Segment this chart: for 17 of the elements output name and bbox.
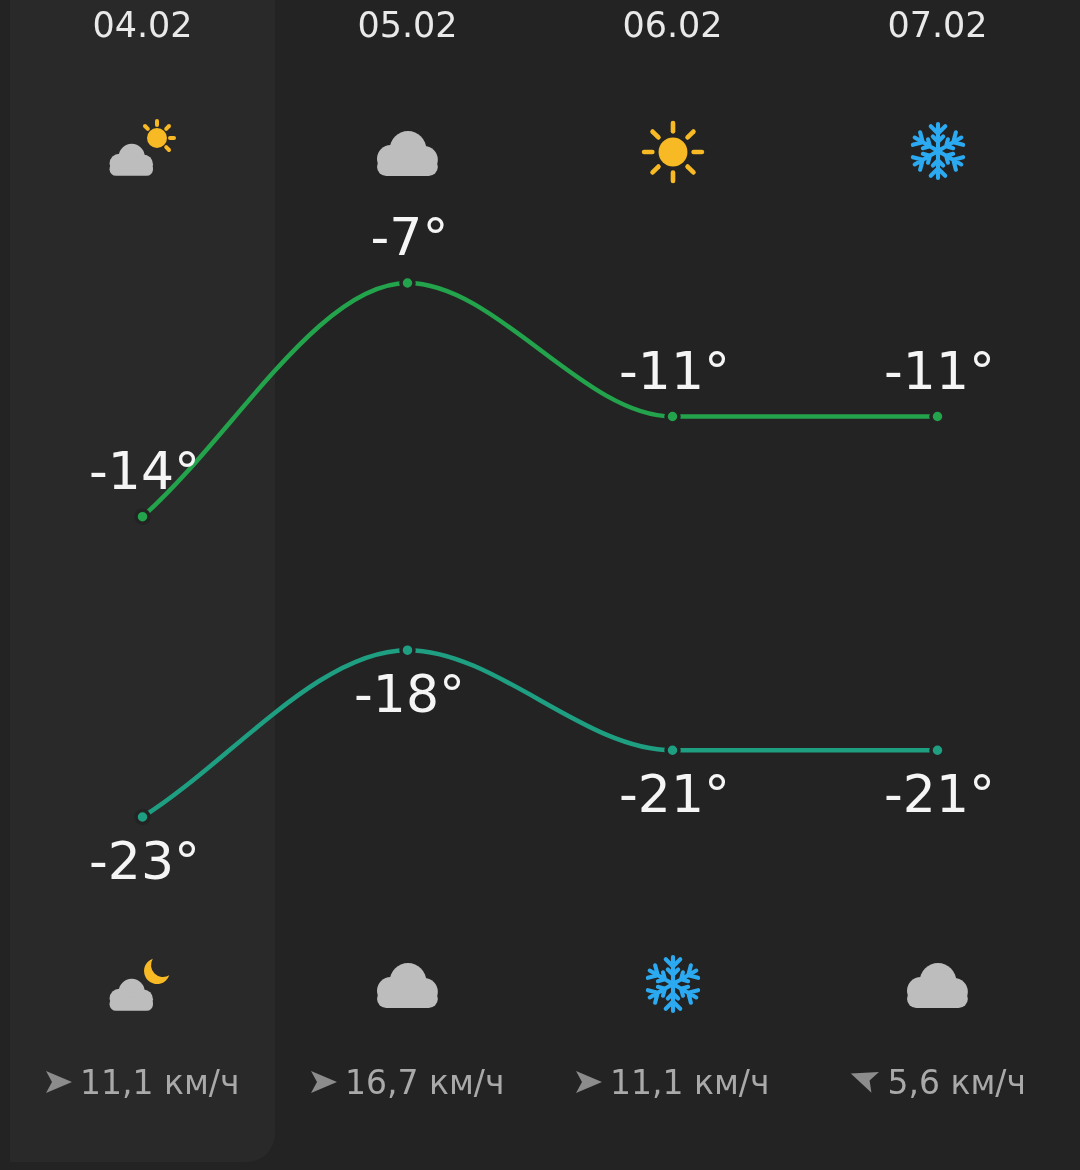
- text: 11,1 км/ч: [80, 1062, 240, 1102]
- x-tick-label: 05.02: [357, 5, 458, 46]
- x-tick-label: 06.02: [622, 5, 723, 46]
- point: [134, 808, 151, 826]
- text: 16,7 км/ч: [345, 1062, 505, 1102]
- x-tick-label: 04.02: [92, 5, 193, 46]
- data-label: -21°: [884, 764, 995, 825]
- data-label: -23°: [89, 831, 200, 891]
- point: [134, 508, 151, 525]
- data-label: -21°: [619, 764, 730, 825]
- text: 5,6 км/ч: [887, 1062, 1026, 1102]
- data-label: -7°: [370, 207, 449, 267]
- data-label: -11°: [619, 340, 730, 401]
- data-label: -11°: [884, 340, 995, 401]
- text: 11,1 км/ч: [610, 1062, 770, 1102]
- x-tick-label: 07.02: [887, 5, 988, 46]
- data-label: -18°: [354, 664, 465, 725]
